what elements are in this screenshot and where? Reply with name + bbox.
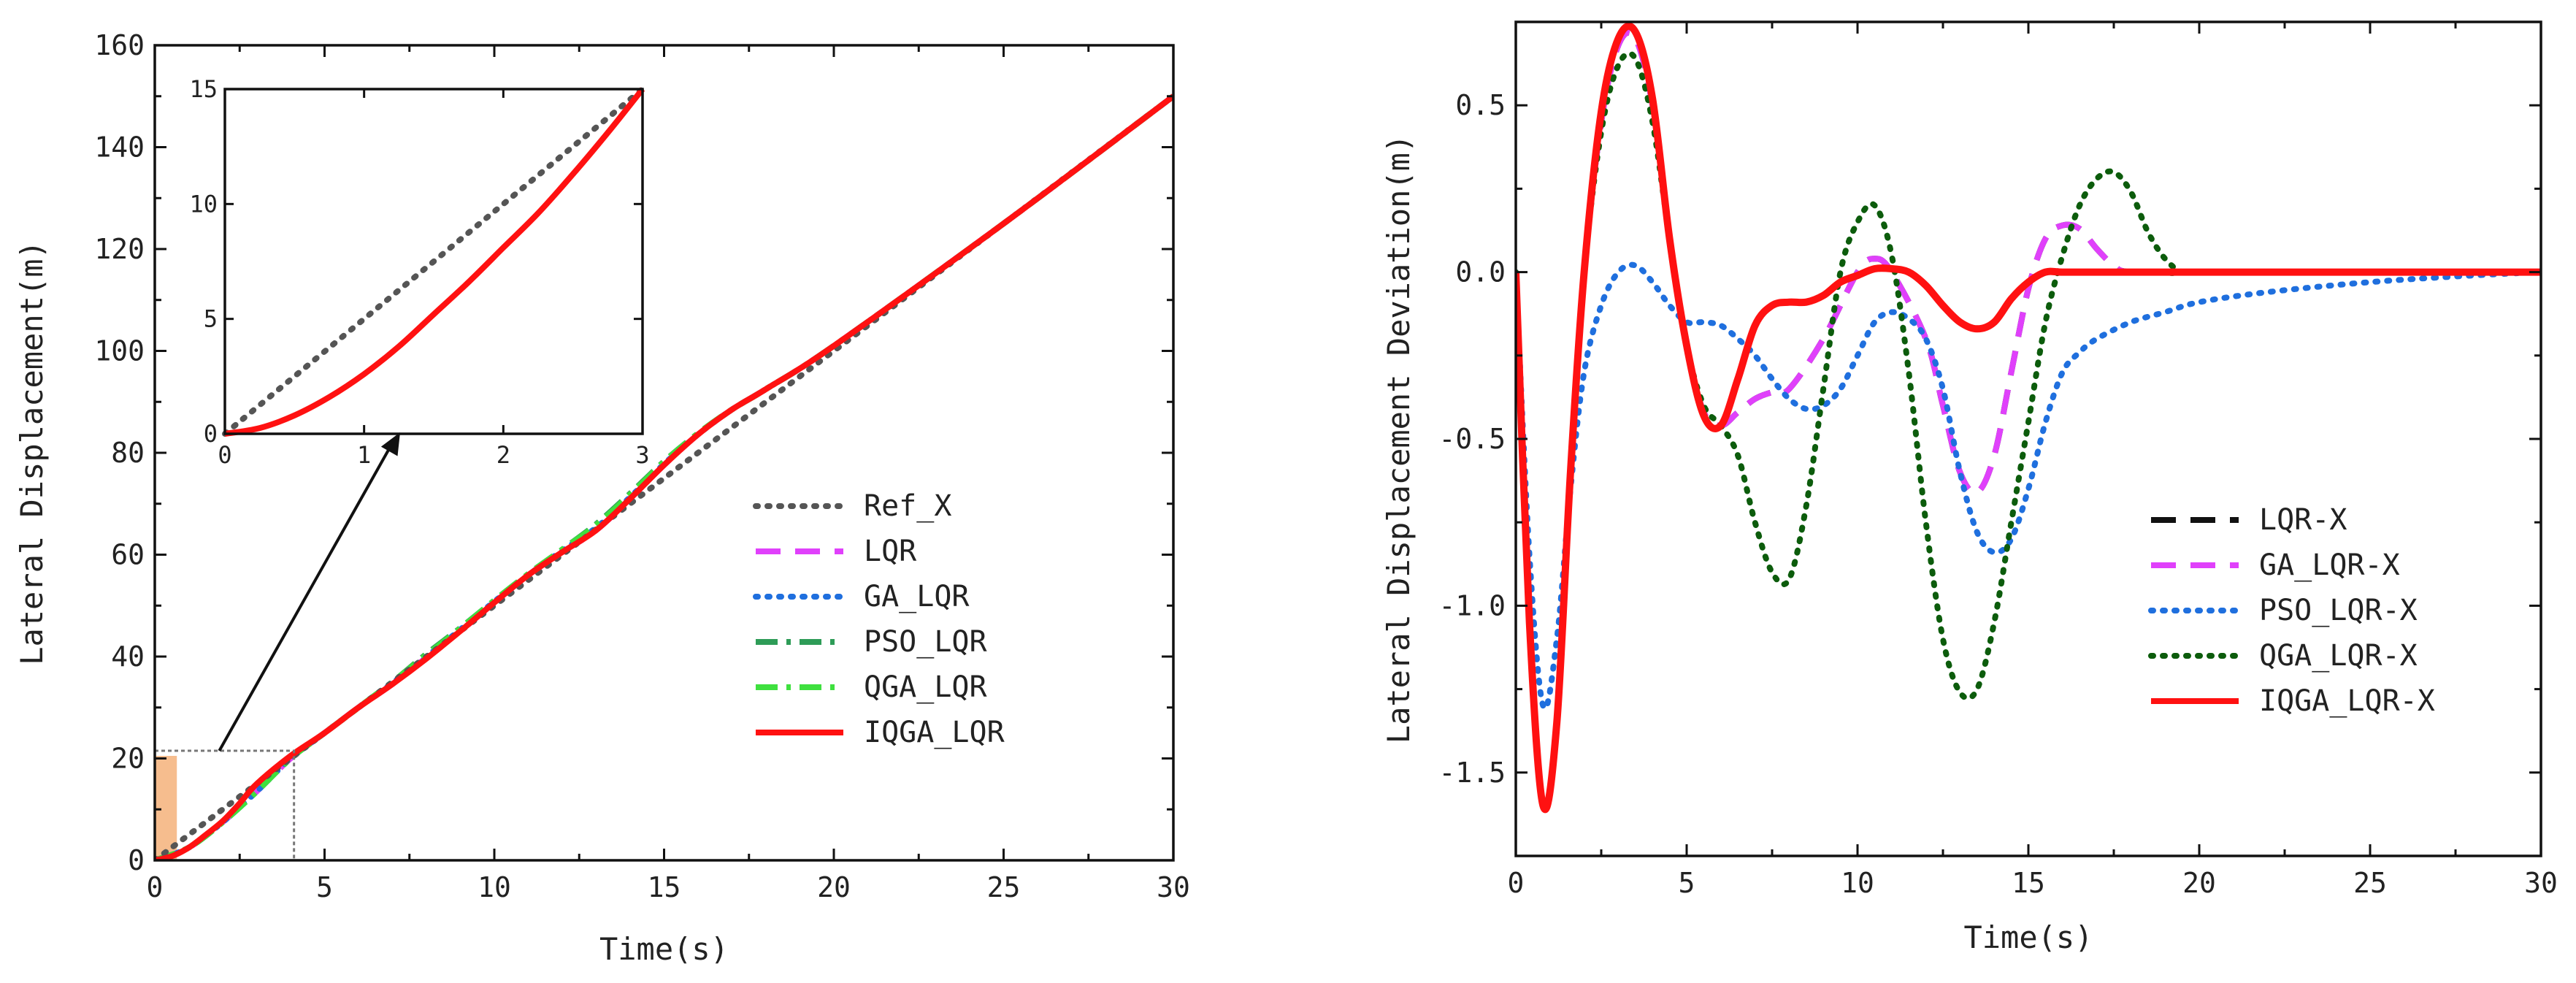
left-x-tick-label: 0 xyxy=(147,871,164,903)
inset-y-tick-label: 0 xyxy=(204,420,218,448)
inset-y-tick-label: 15 xyxy=(189,75,218,103)
left-legend-label: LQR xyxy=(864,535,917,568)
left-y-tick-label: 40 xyxy=(111,640,145,673)
zoom-arrow xyxy=(218,439,396,752)
right-x-tick-label: 25 xyxy=(2353,867,2387,899)
inset-series-ref-x xyxy=(222,86,645,437)
right-plot-area: 0 5 10 15 20 25 30 -1.5 -1.0 -0.5 0.0 0.5 xyxy=(1438,20,2558,899)
inset-x-tick-label: 3 xyxy=(635,441,649,469)
right-y-axis-label: Lateral Displacement Deviation(m) xyxy=(1381,134,1417,743)
left-y-tick-label: 140 xyxy=(94,131,145,164)
left-legend-label: GA_LQR xyxy=(864,580,970,613)
inset-x-tick-label: 2 xyxy=(497,441,510,469)
left-y-tick-label: 80 xyxy=(111,437,145,469)
left-legend-label: IQGA_LQR xyxy=(864,716,1005,749)
left-y-axis-label: Lateral Displacement(m) xyxy=(14,240,50,665)
right-y-tick-label: 0.0 xyxy=(1455,256,1506,288)
zoom-arrowhead xyxy=(380,432,400,456)
left-x-tick-label: 5 xyxy=(316,871,333,903)
left-x-tick-label: 15 xyxy=(648,871,681,903)
right-x-tick-label: 15 xyxy=(2012,867,2045,899)
left-legend: Ref_X LQR GA_LQR PSO_LQR QGA_LQR IQGA_LQR xyxy=(753,489,1005,749)
right-series-iqga-lqr-x xyxy=(1516,22,2541,814)
right-x-tick-label: 5 xyxy=(1679,867,1695,899)
right-legend-label: LQR-X xyxy=(2259,503,2347,537)
right-x-tick-label: 30 xyxy=(2524,867,2558,899)
left-x-tick-label: 25 xyxy=(987,871,1021,903)
left-x-tick-label: 20 xyxy=(817,871,851,903)
inset-y-tick-label: 5 xyxy=(204,305,218,333)
left-x-tick-label: 10 xyxy=(478,871,511,903)
right-legend-label: QGA_LQR-X xyxy=(2259,639,2418,673)
right-x-tick-label: 20 xyxy=(2182,867,2216,899)
left-legend-label: QGA_LQR xyxy=(864,670,987,704)
inset-x-tick-label: 0 xyxy=(218,441,231,469)
right-legend-label: PSO_LQR-X xyxy=(2259,594,2418,627)
inset-chart: 0 1 2 3 0 5 10 15 xyxy=(189,75,649,469)
chart-right: 0 5 10 15 20 25 30 -1.5 -1.0 -0.5 0.0 0.5 Time(s) L… xyxy=(1381,20,2558,955)
left-legend-label: PSO_LQR xyxy=(864,625,987,659)
left-y-tick-label: 120 xyxy=(94,233,145,265)
inset-frame xyxy=(223,88,644,435)
right-series-pso-lqr-x xyxy=(1516,261,2541,711)
right-y-tick-label: -1.5 xyxy=(1438,757,1506,789)
inset-y-tick-label: 10 xyxy=(189,190,218,218)
inset-series-iqga-lqr xyxy=(224,87,645,437)
right-y-tick-label: 0.5 xyxy=(1455,89,1506,121)
right-legend-label: IQGA_LQR-X xyxy=(2259,684,2435,718)
inset-x-tick-label: 1 xyxy=(357,441,371,469)
right-x-tick-label: 0 xyxy=(1508,867,1525,899)
right-x-axis-label: Time(s) xyxy=(1963,919,2093,955)
left-x-axis-label: Time(s) xyxy=(599,931,729,967)
left-y-tick-label: 0 xyxy=(128,844,145,876)
right-legend-label: GA_LQR-X xyxy=(2259,548,2400,582)
right-y-tick-label: -1.0 xyxy=(1438,589,1506,621)
left-y-tick-label: 20 xyxy=(111,743,145,775)
left-legend-label: Ref_X xyxy=(864,489,951,523)
left-x-tick-label: 30 xyxy=(1157,871,1190,903)
left-series-iqga-lqr xyxy=(155,93,1173,860)
left-y-tick-label: 60 xyxy=(111,539,145,571)
right-x-tick-label: 10 xyxy=(1841,867,1874,899)
left-y-tick-label: 100 xyxy=(94,335,145,367)
left-y-tick-label: 160 xyxy=(94,29,145,61)
right-y-tick-label: -0.5 xyxy=(1438,423,1506,455)
right-legend: LQR-X GA_LQR-X PSO_LQR-X QGA_LQR-X IQGA_LQR-… xyxy=(2148,503,2435,718)
